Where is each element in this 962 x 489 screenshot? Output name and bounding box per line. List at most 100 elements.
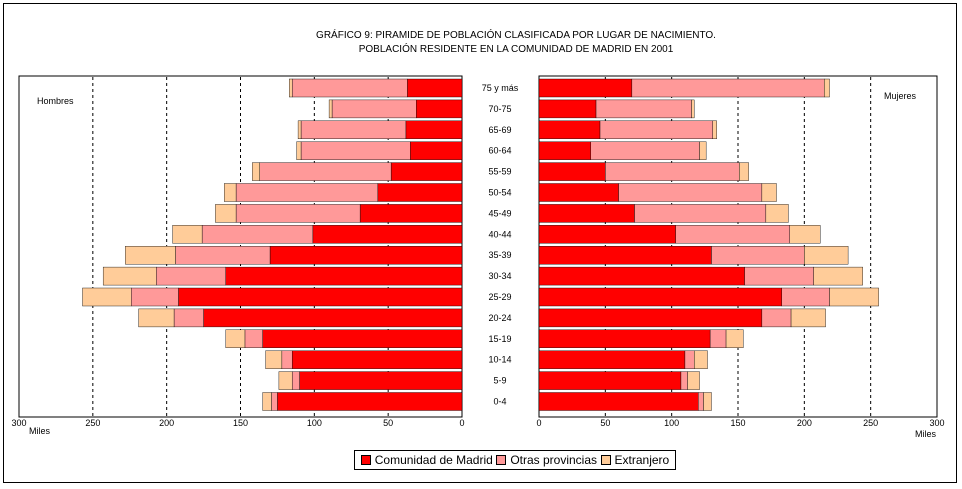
bar-hombres-0-1: [416, 99, 463, 119]
bar-hombres-2-12: [225, 329, 246, 348]
bar-hombres-2-3: [296, 141, 302, 160]
bar-hombres-0-7: [312, 225, 463, 244]
tick-left-200: 200: [159, 418, 174, 428]
bar-mujeres-2-8: [804, 245, 849, 265]
bar-hombres-1-10: [131, 287, 179, 307]
bar-mujeres-2-15: [703, 392, 712, 411]
bar-hombres-0-9: [225, 266, 463, 286]
age-label-10: 25-29: [488, 292, 511, 302]
tick-right-300: 300: [929, 418, 944, 428]
chart-frame: GRÁFICO 9: PIRAMIDE DE POBLACIÓN CLASIFI…: [3, 3, 957, 483]
bar-mujeres-1-14: [680, 371, 688, 390]
bars-group: [82, 78, 879, 411]
tick-right-100: 100: [664, 418, 679, 428]
bar-hombres-1-0: [291, 78, 408, 98]
bar-hombres-1-13: [281, 350, 293, 369]
bar-mujeres-1-4: [605, 162, 740, 181]
tick-left-150: 150: [233, 418, 248, 428]
bar-mujeres-2-0: [824, 78, 830, 98]
legend-label-2: Extranjero: [614, 453, 670, 467]
age-label-2: 65-69: [488, 125, 511, 135]
bar-hombres-2-4: [252, 162, 260, 181]
tick-labels: 300 250 200 150 100 50 0 0 50 100 150 200 250 300: [11, 418, 944, 428]
age-label-15: 0-4: [493, 397, 506, 407]
bar-hombres-1-15: [271, 392, 278, 411]
bar-mujeres-0-0: [538, 78, 633, 98]
bar-mujeres-2-3: [699, 141, 707, 160]
bar-mujeres-2-12: [725, 329, 744, 348]
legend-swatch-1: [496, 455, 507, 465]
bar-hombres-1-9: [156, 266, 226, 286]
legend-swatch-0: [360, 455, 371, 465]
bar-hombres-0-12: [262, 329, 463, 348]
bar-hombres-0-6: [359, 204, 463, 223]
legend-label-0: Comunidad de Madrid: [374, 453, 493, 467]
bar-mujeres-0-2: [538, 120, 601, 140]
tick-left-300: 300: [11, 418, 26, 428]
bar-hombres-2-14: [278, 371, 293, 390]
bar-hombres-2-7: [172, 225, 203, 244]
bar-mujeres-0-1: [538, 99, 597, 119]
bar-hombres-2-6: [215, 204, 237, 223]
bar-mujeres-1-6: [634, 204, 767, 223]
bar-hombres-2-1: [328, 99, 333, 119]
tick-right-50: 50: [600, 418, 610, 428]
tick-left-100: 100: [307, 418, 322, 428]
bar-mujeres-1-11: [761, 308, 792, 328]
chart-title: GRÁFICO 9: PIRAMIDE DE POBLACIÓN CLASIFI…: [316, 28, 716, 41]
right-unit-label: Miles: [915, 429, 937, 439]
bar-hombres-2-2: [297, 120, 302, 140]
age-label-4: 55-59: [488, 167, 511, 177]
age-label-11: 20-24: [488, 313, 511, 323]
bar-hombres-0-13: [291, 350, 463, 369]
bar-hombres-0-14: [299, 371, 463, 390]
bar-hombres-1-11: [173, 308, 204, 328]
legend-swatch-2: [600, 455, 611, 465]
bar-mujeres-2-9: [813, 266, 863, 286]
bar-hombres-0-8: [269, 245, 463, 265]
legend-item-0: Comunidad de Madrid: [360, 453, 493, 467]
bar-mujeres-0-13: [538, 350, 686, 369]
tick-left-0: 0: [459, 418, 464, 428]
age-label-7: 40-44: [488, 229, 511, 239]
age-label-8: 35-39: [488, 250, 511, 260]
bar-mujeres-2-11: [790, 308, 826, 328]
age-label-5: 50-54: [488, 188, 511, 198]
bar-mujeres-0-12: [538, 329, 711, 348]
age-labels: 75 y más 70-75 65-69 60-64 55-59 50-54 45-49 40…: [482, 83, 519, 407]
bar-hombres-2-11: [138, 308, 175, 328]
bar-hombres-2-0: [289, 78, 293, 98]
bar-mujeres-2-14: [687, 371, 700, 390]
bar-hombres-2-5: [224, 183, 237, 202]
age-label-12: 15-19: [488, 334, 511, 344]
population-pyramid-chart: GRÁFICO 9: PIRAMIDE DE POBLACIÓN CLASIFI…: [11, 28, 944, 439]
bar-hombres-2-13: [265, 350, 283, 369]
bar-mujeres-0-10: [538, 287, 782, 307]
bar-mujeres-1-2: [599, 120, 713, 140]
bar-mujeres-2-2: [712, 120, 717, 140]
legend-item-1: Otras provincias: [496, 453, 597, 467]
age-label-14: 5-9: [493, 376, 506, 386]
bar-mujeres-2-7: [789, 225, 821, 244]
age-label-13: 10-14: [488, 355, 511, 365]
bar-mujeres-0-7: [538, 225, 676, 244]
bar-mujeres-2-10: [829, 287, 879, 307]
bar-mujeres-2-13: [694, 350, 708, 369]
tick-right-200: 200: [797, 418, 812, 428]
bar-mujeres-1-0: [631, 78, 825, 98]
tick-right-150: 150: [730, 418, 745, 428]
bar-mujeres-2-4: [739, 162, 749, 181]
left-unit-label: Miles: [29, 426, 51, 436]
bar-hombres-0-5: [377, 183, 463, 202]
bar-hombres-2-9: [102, 266, 157, 286]
bar-mujeres-2-5: [761, 183, 777, 202]
bar-mujeres-1-12: [709, 329, 727, 348]
bar-mujeres-1-7: [675, 225, 790, 244]
bar-hombres-1-3: [300, 141, 411, 160]
left-side-label: Hombres: [37, 96, 74, 106]
bar-hombres-1-12: [244, 329, 263, 348]
bar-hombres-1-7: [201, 225, 314, 244]
bar-mujeres-0-14: [538, 371, 682, 390]
bar-mujeres-1-10: [781, 287, 830, 307]
bar-hombres-0-11: [203, 308, 463, 328]
